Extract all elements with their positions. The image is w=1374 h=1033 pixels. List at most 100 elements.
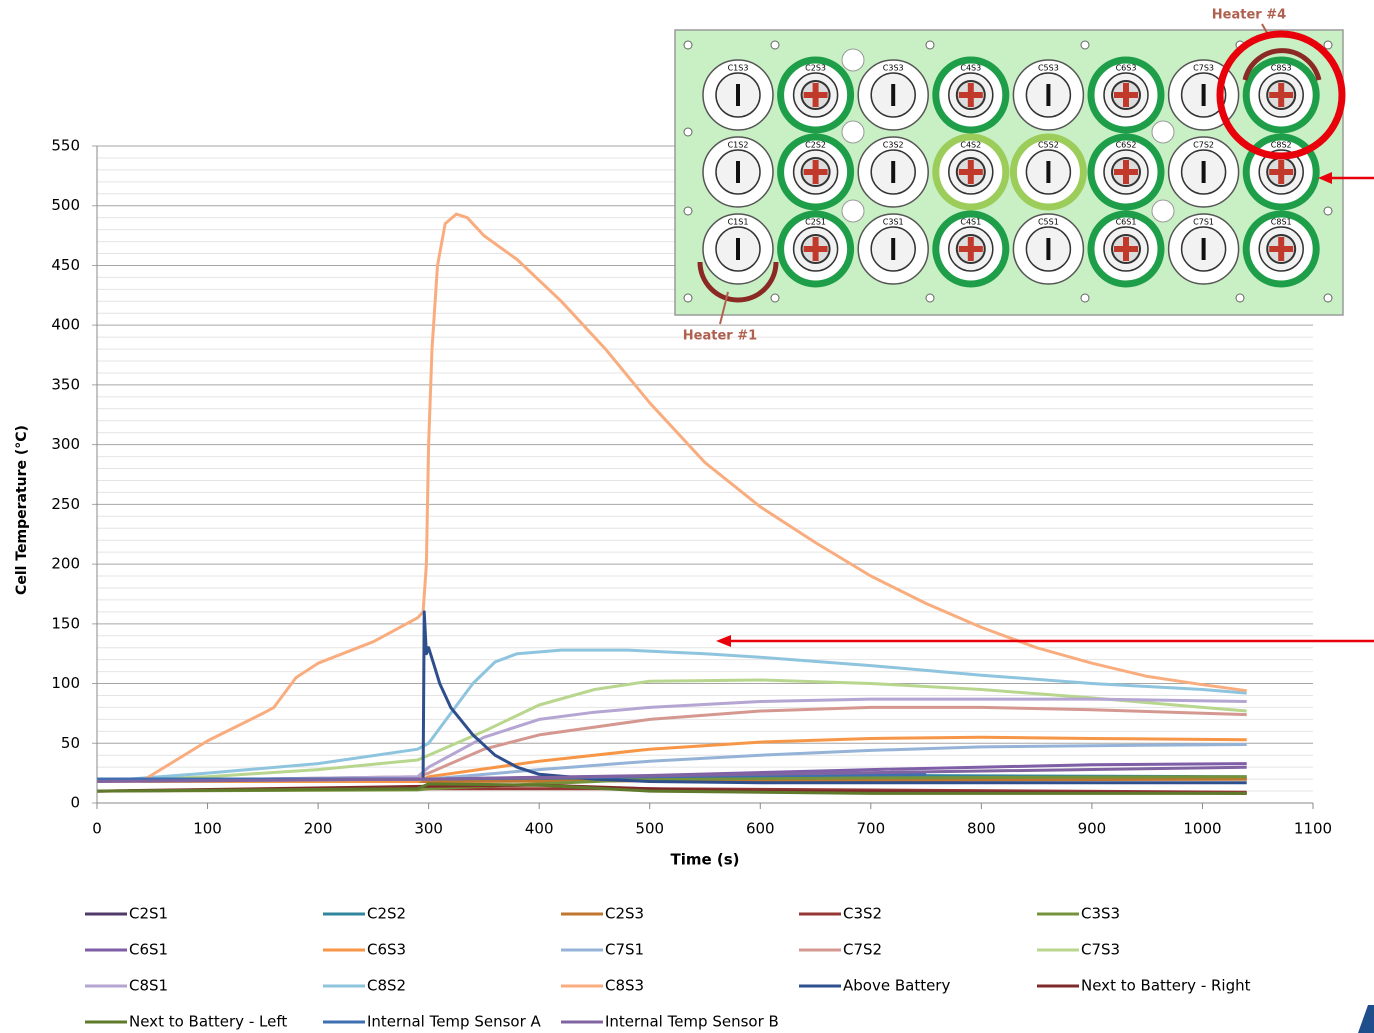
lines	[96, 212, 1247, 795]
x-tick-label: 100	[193, 820, 222, 838]
legend-label: C8S2	[367, 977, 406, 995]
cross	[1269, 169, 1294, 175]
legend-label: C2S2	[367, 905, 406, 923]
series-line	[97, 610, 1247, 785]
cross	[1269, 246, 1294, 252]
highlight-circle	[1216, 30, 1346, 160]
cell-label: C8S2	[1271, 141, 1292, 150]
legend-label: C6S1	[129, 941, 168, 959]
cell-label: C8S1	[1271, 218, 1292, 227]
cell-label: C1S2	[728, 141, 749, 150]
mount-hole	[1323, 40, 1333, 50]
cross	[803, 92, 828, 98]
series-line	[96, 765, 1247, 783]
terminal-bar	[736, 84, 740, 106]
x-tick-label: 600	[746, 820, 775, 838]
series-line	[96, 705, 1247, 783]
heater-label: Heater #4	[1212, 8, 1286, 23]
cell-label: C5S3	[1038, 64, 1059, 73]
mount-hole	[683, 293, 693, 303]
heater-label: Heater #1	[683, 329, 757, 344]
mount-hole	[1323, 293, 1333, 303]
spacer	[841, 120, 865, 144]
spacer	[1151, 199, 1175, 223]
series-line	[96, 743, 1247, 783]
cell-label: C2S3	[805, 64, 826, 73]
cross	[1114, 246, 1138, 252]
legend-label: Next to Battery - Right	[1081, 977, 1251, 995]
mount-hole	[1323, 206, 1333, 216]
cross	[958, 169, 983, 175]
legend-label: C7S2	[843, 941, 882, 959]
spacer	[841, 48, 865, 72]
heater-pointer	[719, 291, 729, 325]
series-line	[96, 678, 1247, 783]
mount-hole	[683, 40, 693, 50]
x-tick-label: 400	[525, 820, 554, 838]
cell-label: C6S3	[1116, 64, 1137, 73]
x-tick-label: 300	[414, 820, 443, 838]
cell-label: C1S3	[728, 64, 749, 73]
arrow-head	[716, 635, 731, 647]
legend-label: C6S3	[367, 941, 406, 959]
x-tick-label: 200	[304, 820, 333, 838]
cell-label: C3S2	[883, 141, 904, 150]
legend-label: C3S2	[843, 905, 882, 923]
legend-label: Next to Battery - Left	[129, 1013, 287, 1031]
spacer	[1151, 120, 1175, 144]
y-tick-label: 550	[51, 137, 80, 155]
mount-hole	[770, 293, 780, 303]
series-line	[96, 782, 1247, 795]
cell-label: C7S3	[1193, 64, 1214, 73]
y-tick-label: 300	[51, 435, 80, 453]
heater	[697, 261, 779, 303]
cross	[803, 246, 828, 252]
terminal-bar	[736, 161, 740, 183]
legend-label: C2S3	[605, 905, 644, 923]
x-tick-label: 800	[967, 820, 996, 838]
terminal-bar	[891, 84, 896, 106]
cell-label: C4S3	[960, 64, 981, 73]
cell-label: C4S2	[960, 141, 981, 150]
cell-label: C2S2	[805, 141, 826, 150]
terminal-bar	[891, 238, 896, 260]
cell-label: C3S3	[883, 64, 904, 73]
y-tick-label: 100	[51, 674, 80, 692]
y-tick-label: 0	[70, 794, 80, 812]
mount-hole	[683, 127, 693, 137]
series-line	[96, 648, 1247, 783]
mount-hole	[683, 206, 693, 216]
terminal-bar	[1201, 84, 1206, 106]
y-tick-label: 500	[51, 196, 80, 214]
y-tick-label: 50	[61, 734, 80, 752]
inset-diagram: C1S3 C2S3 C3S3 C4S3 C5S3 C6S3 C7S3 C8S3 C1S2 C2S2…	[674, 29, 1344, 316]
cell-label: C6S2	[1116, 141, 1137, 150]
legend-label: C2S1	[129, 905, 168, 923]
series-line	[97, 212, 1247, 783]
legend-label: C3S3	[1081, 905, 1120, 923]
terminal-bar	[1046, 238, 1051, 260]
legend-label: C8S1	[129, 977, 168, 995]
cross	[803, 169, 828, 175]
x-tick-label: 700	[856, 820, 885, 838]
terminal-bar	[891, 161, 896, 183]
legend-label: Internal Temp Sensor B	[605, 1013, 779, 1031]
legend-label: Internal Temp Sensor A	[367, 1013, 542, 1031]
cell-label: C3S1	[883, 218, 904, 227]
cross	[1269, 92, 1294, 98]
axes: 0 50 100 150 200 250 300 350 400 450 500 550 0 100 200…	[51, 137, 1332, 838]
cell-label: C5S2	[1038, 141, 1059, 150]
arrow-head	[1318, 172, 1332, 184]
cell-label: C4S1	[960, 218, 981, 227]
cell-label: C7S2	[1193, 141, 1214, 150]
terminal-bar	[1046, 161, 1051, 183]
cross	[1114, 92, 1138, 98]
x-tick-label: 1100	[1294, 820, 1332, 838]
y-axis-title: Cell Temperature (°C)	[14, 425, 30, 595]
logo	[1358, 1005, 1374, 1033]
y-tick-label: 400	[51, 316, 80, 334]
series-line	[96, 697, 1247, 783]
mount-hole	[925, 40, 935, 50]
